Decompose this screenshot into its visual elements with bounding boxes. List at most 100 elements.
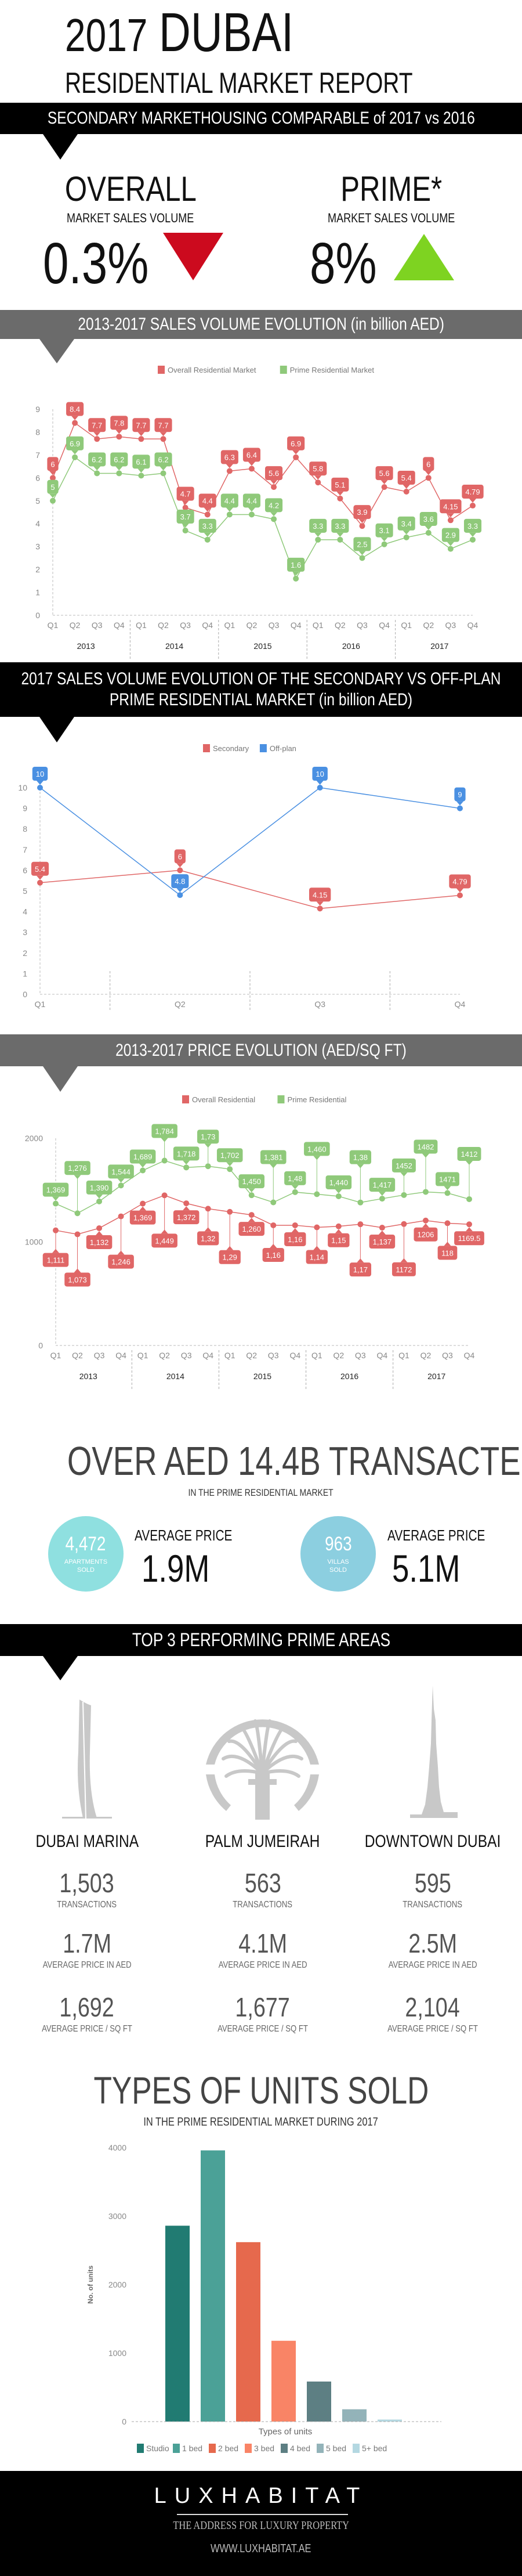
- data-point: [227, 1208, 233, 1215]
- data-label-pointer: [204, 507, 211, 512]
- villas-avg-price-label: AVERAGE PRICE: [387, 1527, 485, 1544]
- data-label-bubble: [375, 466, 393, 481]
- data-point: [74, 1210, 81, 1217]
- data-label: 1,689: [133, 1153, 153, 1161]
- data-label-bubble: [242, 493, 260, 508]
- data-label-pointer: [248, 461, 255, 466]
- data-label-pointer: [71, 416, 79, 420]
- x-tick-label: Q3: [181, 1351, 192, 1360]
- data-label-pointer: [336, 491, 344, 496]
- data-label-bubble: [441, 528, 459, 542]
- data-label: 1,17: [353, 1265, 368, 1274]
- data-label-pointer: [469, 532, 476, 537]
- data-label-pointer: [291, 1185, 299, 1189]
- y-tick-label: 8: [35, 427, 40, 436]
- data-label-bubble: [436, 1172, 459, 1186]
- y-tick-label: 1000: [108, 2348, 126, 2358]
- data-label: 7.8: [114, 418, 124, 427]
- data-point: [118, 1213, 124, 1220]
- data-label: 1,260: [242, 1225, 261, 1233]
- data-label-pointer: [400, 1172, 408, 1177]
- data-label-pointer: [226, 507, 233, 512]
- data-label-bubble: [197, 1130, 219, 1144]
- data-label-pointer: [139, 1206, 147, 1211]
- data-label-pointer: [183, 1206, 190, 1211]
- data-label-pointer: [466, 1227, 473, 1232]
- bar-2-bed: [236, 2242, 260, 2422]
- data-point: [357, 1199, 364, 1206]
- villas-sold-circle: 963 VILLAS SOLD: [300, 1516, 376, 1592]
- data-label-pointer: [403, 485, 410, 489]
- secondary-offplan-title: 2017 SALES VOLUME EVOLUTION OF THE SECON…: [21, 669, 501, 709]
- data-label-pointer: [335, 1229, 342, 1233]
- data-point: [422, 1217, 429, 1224]
- data-label-pointer: [52, 1196, 59, 1201]
- series-line: [55, 1195, 470, 1235]
- data-label-pointer: [316, 901, 324, 906]
- title-city: DUBAI: [159, 2, 294, 63]
- data-label-pointer: [182, 500, 189, 505]
- data-point: [314, 1224, 320, 1231]
- legend-swatch: [259, 744, 267, 752]
- legend-label: Off-plan: [270, 744, 296, 753]
- legend-swatch: [353, 2444, 360, 2453]
- data-point: [292, 1189, 298, 1195]
- x-tick-label: Q1: [136, 620, 147, 630]
- series-line: [55, 1160, 470, 1214]
- x-group-label: 2015: [253, 1372, 271, 1381]
- y-tick-label: 9: [23, 804, 27, 813]
- overall-value: 0.3%: [43, 231, 149, 296]
- data-label: 6.2: [158, 455, 168, 464]
- data-label-pointer: [248, 1218, 255, 1222]
- data-point: [422, 1189, 429, 1195]
- data-label-pointer: [378, 1231, 386, 1235]
- data-point: [248, 1192, 255, 1199]
- x-tick-label: Q1: [398, 1351, 409, 1360]
- data-label-bubble: [42, 1253, 69, 1267]
- data-point: [183, 1164, 190, 1171]
- x-tick-label: Q2: [159, 1351, 170, 1360]
- data-label: 1,369: [133, 1214, 153, 1222]
- legend-label: 5+ bed: [362, 2444, 387, 2453]
- title-year: 2017: [65, 9, 148, 61]
- data-label-bubble: [397, 471, 415, 485]
- area-price-sqft: 1,692: [59, 1992, 115, 2022]
- data-label-pointer: [226, 1162, 234, 1167]
- x-group-label: 2016: [340, 1372, 358, 1381]
- area-avg-price: 1.7M: [63, 1928, 111, 1958]
- y-tick-label: 7: [23, 845, 27, 854]
- data-label-pointer: [335, 1189, 342, 1193]
- y-tick-label: 7: [35, 450, 40, 460]
- x-tick-label: Q1: [224, 1351, 235, 1360]
- data-point: [381, 541, 387, 547]
- overall-block: OVERALL MARKET SALES VOLUME: [35, 168, 226, 226]
- data-label: 6.2: [114, 455, 124, 464]
- area-name: PALM JUMEIRAH: [205, 1832, 320, 1851]
- villas-sold-label: SOLD: [329, 1567, 347, 1574]
- transacted-headline: OVER AED 14.4B TRANSACTED: [67, 1438, 522, 1484]
- data-label: 3.6: [423, 515, 434, 524]
- y-tick-label: 2000: [108, 2280, 126, 2289]
- data-label: 1,450: [242, 1177, 261, 1186]
- x-tick-label: Q4: [202, 620, 213, 630]
- footer-tagline: THE ADDRESS FOR LUXURY PROPERTY: [173, 2519, 349, 2532]
- data-point: [293, 575, 299, 582]
- data-label-bubble: [242, 448, 260, 462]
- x-tick-label: Q4: [202, 1351, 213, 1360]
- data-label: 6.9: [70, 439, 80, 448]
- footer-divider: [177, 2514, 348, 2515]
- legend-label: Prime Residential Market: [290, 366, 375, 374]
- data-label-pointer: [74, 1175, 81, 1179]
- data-label-pointer: [270, 512, 278, 517]
- data-label: 1,784: [155, 1127, 174, 1136]
- report-title: 2017 DUBAI: [65, 0, 328, 65]
- data-label-pointer: [115, 430, 123, 434]
- data-point: [359, 523, 365, 529]
- data-label: 4.2: [269, 501, 279, 510]
- data-label: 1,460: [307, 1145, 327, 1153]
- footer-url[interactable]: WWW.LUXHABITAT.AE: [211, 2542, 311, 2555]
- data-point: [444, 1220, 451, 1226]
- area-avg-price-label: AVERAGE PRICE IN AED: [42, 1960, 132, 1970]
- legend-label: 5 bed: [326, 2444, 346, 2453]
